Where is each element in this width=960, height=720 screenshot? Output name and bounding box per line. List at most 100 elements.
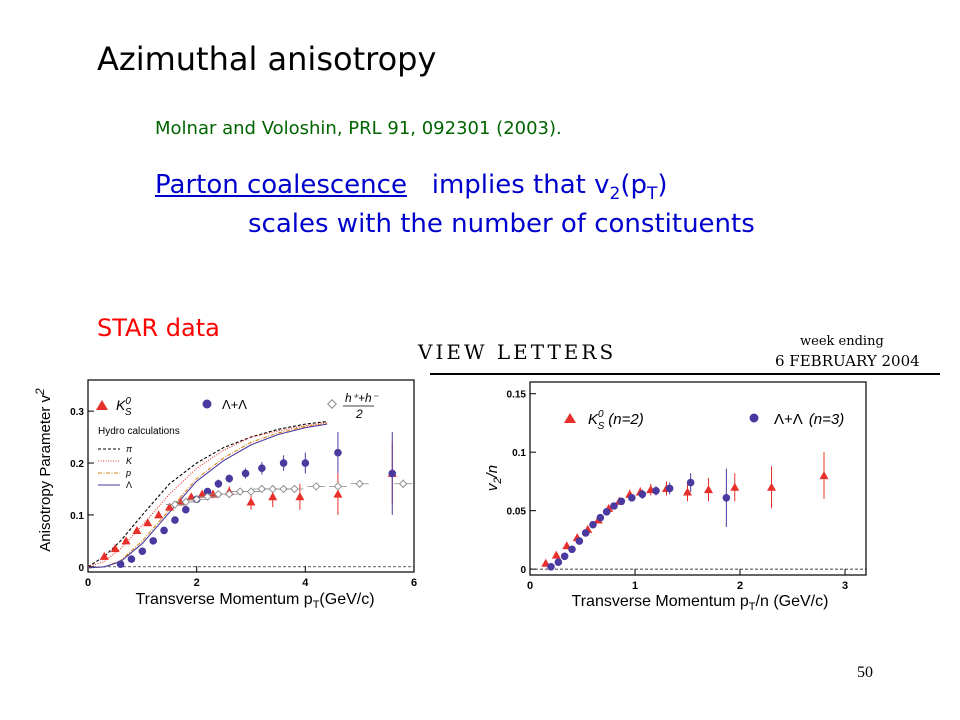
right-k0s-point xyxy=(683,487,692,496)
right-lambda-point xyxy=(610,502,618,510)
left-lambda-point xyxy=(225,474,234,483)
right-k0s-point xyxy=(662,483,671,492)
right-k0s-point xyxy=(614,496,624,505)
left-h-h--point xyxy=(257,484,267,494)
right-k0s-point xyxy=(604,503,614,512)
right-k0s-point xyxy=(625,489,635,498)
right-xtick-label: 1 xyxy=(632,580,638,592)
right-ylabel: v2/n xyxy=(484,465,504,491)
legend2-kaon-marker xyxy=(564,413,576,423)
left-lambda-point xyxy=(171,516,179,524)
right-lambda-point xyxy=(560,552,569,561)
left-hydro-curve-k xyxy=(87,422,328,568)
right-lambda-point xyxy=(602,508,611,516)
right-xtick-label: 3 xyxy=(842,580,848,592)
journal-header-date: 6 FEBRUARY 2004 xyxy=(775,352,920,370)
right-lambda-point xyxy=(665,484,674,493)
left-ylabel: Anisotropy Parameter v2 xyxy=(33,388,54,552)
legend2-lambda-marker xyxy=(749,413,759,423)
left-h-h--point xyxy=(333,482,343,491)
journal-header-name: VIEW LETTERS xyxy=(418,340,617,364)
right-k0s-point xyxy=(551,550,561,559)
left-h-h--point xyxy=(246,487,256,496)
left-k0s-point xyxy=(154,510,164,519)
left-lambda-point xyxy=(301,459,310,467)
right-lambda-point xyxy=(652,486,660,495)
left-h-h--point xyxy=(398,479,408,488)
left-k0s-point xyxy=(143,518,153,527)
left-lambda-point xyxy=(241,469,250,478)
left-k0s-point xyxy=(110,544,120,553)
right-xtick-label: 2 xyxy=(737,580,743,592)
right-lambda-point xyxy=(547,563,555,571)
right-lambda-point xyxy=(628,494,636,502)
left-plot-frame xyxy=(87,379,415,573)
left-ytick-label: 0 xyxy=(78,563,84,574)
right-lambda-point xyxy=(638,490,647,499)
slide-title: Azimuthal anisotropy xyxy=(97,40,437,78)
pt-subscript: T xyxy=(647,184,658,205)
right-k0s-point xyxy=(572,533,582,542)
left-lambda-point xyxy=(258,464,266,473)
right-k0s-point xyxy=(635,487,645,496)
legend-charged-denominator: 2 xyxy=(355,407,363,421)
pt-open: (p xyxy=(620,170,647,200)
right-lambda-point xyxy=(722,494,731,502)
right-k0s-point xyxy=(583,524,593,533)
right-k0s-point xyxy=(562,541,572,550)
right-k0s-point xyxy=(704,485,713,494)
left-h-h--point xyxy=(192,495,201,504)
left-h-h--point xyxy=(214,489,223,499)
right-ytick-label: 0.1 xyxy=(512,448,526,459)
left-hydro-curve-p xyxy=(87,423,328,569)
statement-line-2: scales with the number of constituents xyxy=(248,209,755,239)
legend-kaon-label: K0 S xyxy=(116,396,132,418)
left-lambda-point xyxy=(127,555,136,563)
right-lambda-point xyxy=(596,513,605,522)
slide-number: 50 xyxy=(857,664,873,681)
left-xtick-label: 4 xyxy=(302,577,309,589)
left-k0s-point xyxy=(295,492,305,501)
left-xtick-label: 6 xyxy=(411,577,417,589)
left-hydro-curve-lambda xyxy=(87,423,328,569)
right-lambda-point xyxy=(581,529,590,537)
left-lambda-point xyxy=(279,459,288,467)
left-h-h--point xyxy=(290,484,299,494)
left-k0s-point xyxy=(175,497,185,506)
left-lambda-point xyxy=(160,526,168,535)
right-lambda-point xyxy=(686,478,695,487)
star-data-label: STAR data xyxy=(97,314,220,342)
left-h-h--point xyxy=(170,500,180,509)
left-lambda-point xyxy=(116,560,125,569)
right-lambda-point xyxy=(568,545,576,554)
right-k0s-point xyxy=(730,482,740,491)
right-ytick-label: 0.15 xyxy=(507,390,527,401)
right-lambda-point xyxy=(575,537,584,545)
left-h-h--point xyxy=(235,487,245,496)
right-k0s-point xyxy=(819,471,829,480)
left-k0s-point xyxy=(268,492,278,501)
legend-hydro-k-label: K xyxy=(126,456,133,466)
left-h-h--point xyxy=(181,497,190,507)
left-k0s-point xyxy=(165,502,174,511)
right-lambda-point xyxy=(589,520,597,529)
right-k0s-point xyxy=(593,515,603,524)
legend-charged-label: h⁺+h⁻ xyxy=(345,391,380,405)
left-k0s-point xyxy=(197,489,207,498)
left-h-h--point xyxy=(279,484,288,494)
left-lambda-point xyxy=(192,495,201,504)
left-k0s-point xyxy=(186,492,196,501)
journal-header-week: week ending xyxy=(800,334,884,349)
parton-coalescence-link[interactable]: Parton coalescence xyxy=(155,170,407,200)
statement-text: implies that v xyxy=(431,170,610,200)
left-lambda-point xyxy=(214,479,223,488)
pt-close: ) xyxy=(657,170,668,200)
legend-hydro-lambda-label: Λ xyxy=(126,480,132,490)
legend-charged-marker xyxy=(327,399,337,409)
left-h-h--point xyxy=(225,489,234,499)
left-k0s-point xyxy=(132,525,142,534)
legend-hydro-title: Hydro calculations xyxy=(98,426,180,437)
left-h-h--point xyxy=(312,482,321,491)
left-k0s-point xyxy=(333,489,343,498)
journal-header-rule xyxy=(430,373,940,375)
